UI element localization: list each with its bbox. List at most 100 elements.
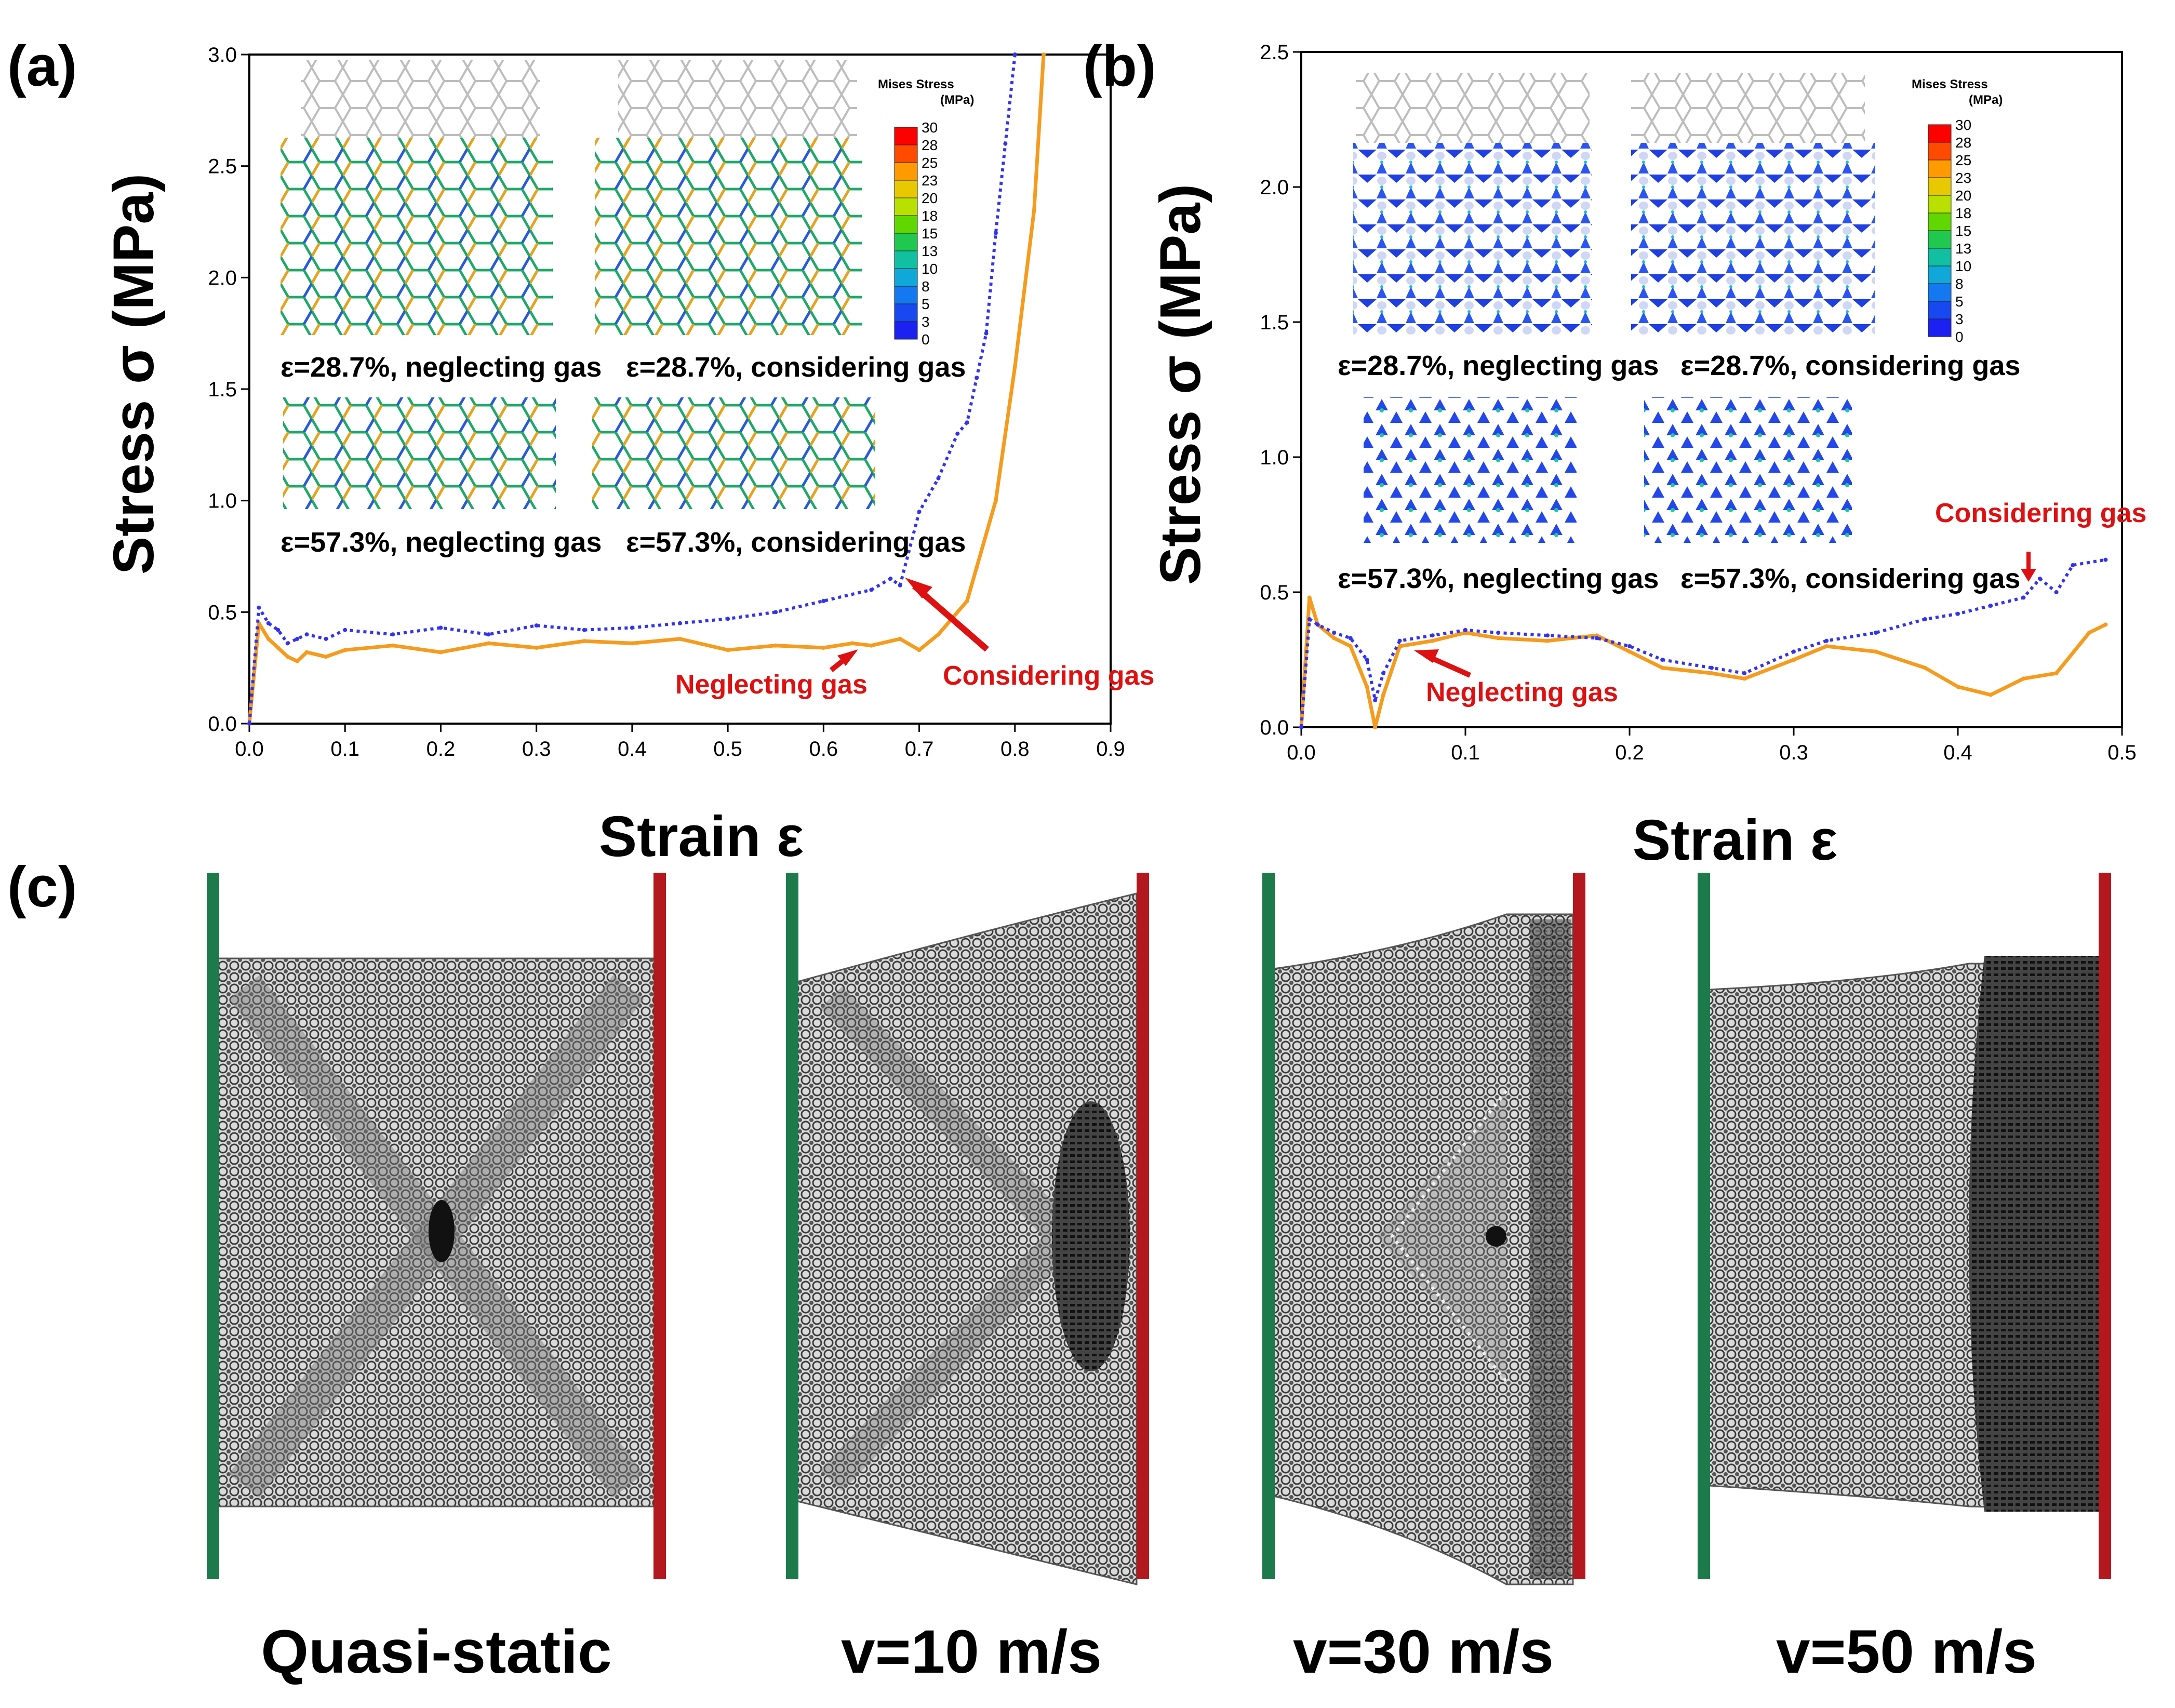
- colorbar-tick-a-7: 13: [922, 243, 938, 259]
- colorbar-swatch-b-5: [1928, 212, 1952, 231]
- colorbar-swatch-a-5: [894, 215, 918, 234]
- point-a-1-19: [869, 588, 874, 592]
- panel-b-annotation-neglect: Neglecting gas: [1426, 677, 1618, 708]
- panel-b: (b) Stress σ (MPa) Strain ε 0.0 0.1 0.2 0.3…: [1083, 34, 2146, 872]
- point-b-1-0: [1299, 725, 1303, 729]
- point-b-1-24: [2021, 595, 2026, 600]
- point-b-1-8: [1397, 638, 1402, 643]
- colorbar-swatch-b-6: [1928, 230, 1952, 249]
- y-tick-label-b-5: 2.5: [1260, 41, 1289, 64]
- colorbar-swatch-b-7: [1928, 248, 1952, 266]
- colorbar-tick-a-3: 23: [922, 172, 938, 189]
- panel-a-inset-caption-3: ε=57.3%, neglecting gas: [281, 527, 602, 558]
- point-a-1-21: [898, 583, 902, 588]
- colorbar-tick-b-3: 23: [1955, 170, 1971, 186]
- colorbar-swatch-b-2: [1928, 159, 1952, 178]
- point-a-1-17: [773, 610, 778, 615]
- point-a-0-20: [869, 643, 874, 648]
- panel-a-label: (a): [7, 34, 77, 98]
- point-b-1-12: [1545, 633, 1550, 638]
- colorbar-swatch-b-1: [1928, 142, 1952, 161]
- point-a-1-23: [936, 476, 941, 481]
- plate-left-3: [1262, 873, 1275, 1579]
- colorbar-tick-a-4: 20: [922, 190, 938, 206]
- x-tick-label-a-4: 0.4: [618, 738, 647, 760]
- point-b-1-23: [1989, 604, 1993, 608]
- point-b-0-22: [1956, 685, 1960, 689]
- point-b-0-15: [1660, 665, 1665, 670]
- panel-b-colorbar-unit: (MPa): [1969, 93, 2003, 107]
- x-tick-label-b-3: 0.3: [1779, 741, 1808, 764]
- colorbar-swatch-a-6: [894, 233, 918, 251]
- point-a-0-10: [438, 650, 443, 655]
- point-a-1-10: [438, 625, 443, 630]
- panel-b-inset-caption-1: ε=28.7%, neglecting gas: [1338, 350, 1659, 381]
- plate-right-2: [1137, 873, 1149, 1579]
- point-b-0-21: [1923, 665, 1927, 670]
- plate-left-4: [1698, 873, 1710, 1579]
- point-b-1-28: [2103, 557, 2108, 562]
- point-a-0-26: [993, 498, 998, 503]
- colorbar-tick-b-2: 25: [1955, 152, 1971, 168]
- colorbar-tick-b-4: 20: [1955, 188, 1971, 204]
- point-a-0-9: [391, 643, 395, 648]
- colorbar-swatch-a-10: [894, 303, 918, 322]
- panel-b-colorbar: Mises Stress (MPa) 302825232018151310853…: [1912, 77, 2003, 345]
- point-a-0-22: [917, 648, 922, 652]
- point-a-0-7: [324, 655, 328, 659]
- point-a-1-27: [984, 331, 989, 336]
- panel-b-inset-4: [1644, 397, 1852, 543]
- point-a-1-20: [888, 576, 893, 581]
- point-b-1-15: [1660, 658, 1665, 662]
- point-a-1-26: [975, 376, 979, 380]
- point-a-0-3: [276, 646, 281, 650]
- colorbar-tick-b-5: 18: [1955, 205, 1971, 221]
- x-tick-label-b-4: 0.4: [1943, 741, 1972, 764]
- panel-b-inset-1: [1353, 73, 1592, 335]
- series-b-neglecting-gas: [1299, 595, 2106, 729]
- point-b-0-12: [1545, 638, 1550, 643]
- colorbar-tick-a-10: 5: [922, 296, 930, 312]
- point-b-0-19: [1824, 644, 1829, 648]
- panel-b-ylabel: Stress σ (MPa): [1149, 184, 1212, 585]
- point-a-1-15: [678, 621, 682, 625]
- panel-a-colorbar-title: Mises Stress: [878, 77, 954, 91]
- plot-frame-b: [1300, 51, 2123, 728]
- panel-c-label: (c): [7, 855, 77, 919]
- colorbar-tick-b-8: 10: [1955, 258, 1971, 274]
- point-a-0-15: [678, 636, 682, 641]
- colorbar-tick-b-11: 3: [1955, 311, 1964, 327]
- x-tick-label-a-9: 0.9: [1096, 738, 1125, 760]
- colorbar-swatch-b-3: [1928, 177, 1952, 196]
- x-tick-label-b-5: 0.5: [2107, 741, 2137, 764]
- point-a-1-9: [391, 632, 395, 637]
- point-b-0-5: [1365, 685, 1369, 689]
- y-tick-label-b-3: 1.5: [1260, 311, 1289, 334]
- panel-b-label: (b): [1083, 34, 1156, 98]
- panel-b-inset-2: [1631, 73, 1875, 335]
- point-b-0-11: [1496, 636, 1501, 640]
- colorbar-tick-a-8: 10: [922, 261, 938, 277]
- panel-a-inset-caption-2: ε=28.7%, considering gas: [626, 352, 966, 383]
- x-tick-label-a-0: 0.0: [235, 738, 264, 760]
- mesh-quasi-static: [207, 873, 666, 1579]
- colorbar-swatch-a-8: [894, 268, 918, 287]
- colorbar-tick-a-2: 25: [922, 155, 938, 171]
- point-b-1-10: [1463, 628, 1467, 632]
- mesh-v10: [786, 873, 1149, 1585]
- panel-b-xlabel: Strain ε: [1633, 808, 1838, 872]
- colorbar-tick-a-12: 0: [922, 331, 930, 348]
- colorbar-swatch-b-9: [1928, 283, 1952, 302]
- point-a-0-29: [1042, 52, 1046, 57]
- point-b-1-27: [2071, 563, 2075, 567]
- point-b-0-27: [2103, 622, 2108, 627]
- point-b-1-20: [1874, 631, 1878, 635]
- x-tick-label-a-6: 0.6: [809, 738, 838, 760]
- point-b-0-7: [1381, 692, 1385, 697]
- colorbar-swatch-a-0: [894, 127, 918, 145]
- x-tick-label-a-2: 0.2: [426, 738, 456, 760]
- y-tick-label-a-4: 2.0: [208, 266, 237, 289]
- point-a-0-11: [486, 641, 491, 646]
- point-b-1-4: [1348, 636, 1353, 640]
- colorbar-tick-b-10: 5: [1955, 293, 1964, 310]
